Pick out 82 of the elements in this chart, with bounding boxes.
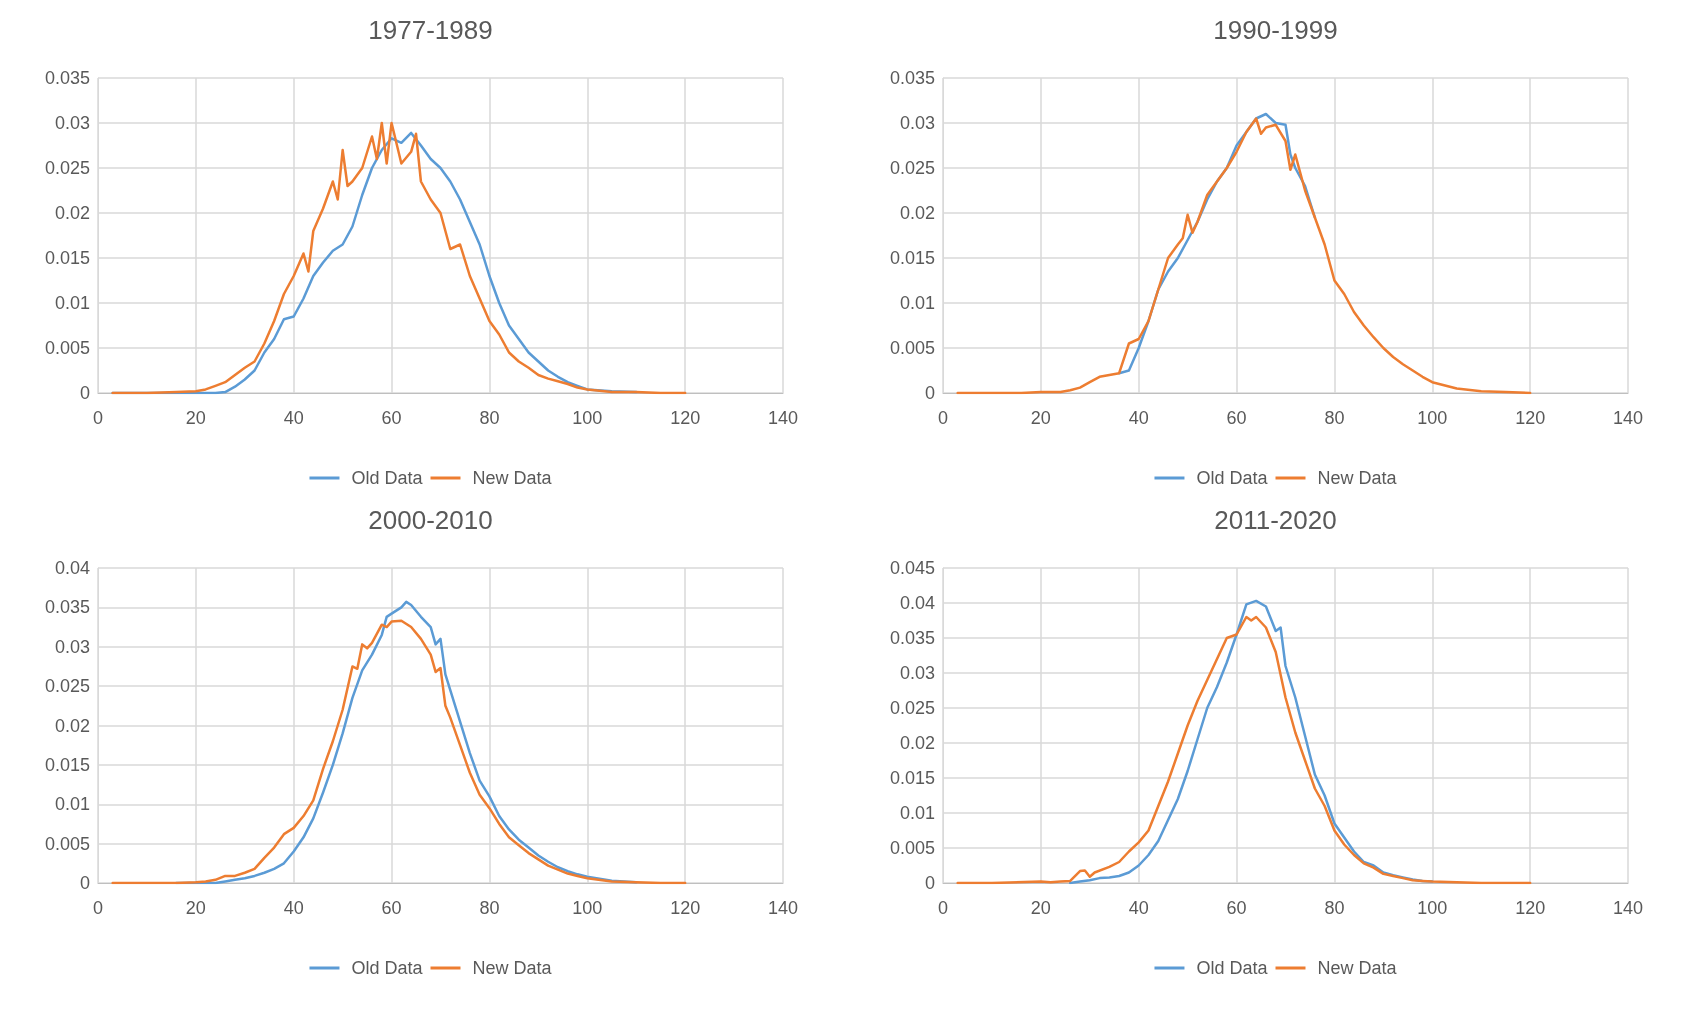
y-tick-label: 0.015 (889, 768, 935, 788)
x-tick-label: 80 (479, 408, 500, 428)
y-tick-label: 0.01 (899, 803, 935, 823)
legend-label: Old Data (351, 958, 424, 978)
y-tick-label: 0 (924, 873, 935, 893)
line-series (956, 615, 1532, 885)
x-tick-label: 0 (937, 898, 949, 918)
x-tick-label: 40 (1128, 898, 1149, 918)
chart-title: 2000-2010 (368, 505, 493, 535)
x-tick-label: 120 (1515, 898, 1546, 918)
y-tick-label: 0.015 (889, 248, 935, 268)
x-tick-label: 0 (937, 408, 949, 428)
chart-title: 1990-1999 (1213, 15, 1338, 45)
y-tick-label: 0.025 (44, 676, 90, 697)
y-tick-label: 0.005 (889, 838, 935, 858)
y-tick-label: 0.035 (44, 68, 90, 88)
x-tick-label: 20 (185, 408, 206, 428)
x-tick-label: 40 (1128, 408, 1149, 428)
y-tick-label: 0.005 (44, 338, 90, 358)
y-tick-label: 0 (79, 383, 90, 403)
x-tick-label: 120 (670, 408, 701, 428)
x-tick-label: 40 (283, 898, 304, 918)
x-tick-label: 140 (1612, 898, 1644, 918)
line-series (956, 117, 1532, 395)
y-tick-label: 0.02 (899, 733, 935, 753)
x-tick-label: 60 (381, 408, 402, 428)
x-tick-label: 100 (1417, 408, 1448, 428)
y-tick-label: 0 (924, 383, 935, 403)
line-series (111, 619, 687, 885)
x-tick-label: 20 (1030, 898, 1051, 918)
legend-label: Old Data (1196, 958, 1269, 978)
x-tick-label: 60 (1226, 408, 1247, 428)
x-tick-label: 0 (92, 408, 104, 428)
y-tick-label: 0.02 (54, 715, 90, 736)
y-tick-label: 0.01 (54, 794, 90, 815)
legend-label: Old Data (351, 468, 424, 488)
y-tick-label: 0.015 (44, 248, 90, 268)
x-tick-label: 140 (767, 898, 799, 918)
y-tick-label: 0.03 (899, 663, 935, 683)
legend-label: New Data (1317, 958, 1398, 978)
x-tick-label: 120 (1515, 408, 1546, 428)
chart-title: 2011-2020 (1214, 505, 1337, 535)
y-tick-label: 0.03 (54, 636, 90, 657)
x-tick-label: 20 (185, 898, 206, 918)
y-tick-label: 0.01 (54, 293, 90, 313)
y-tick-label: 0.02 (899, 203, 935, 223)
chart-title: 1977-1989 (368, 15, 493, 45)
y-tick-label: 0.04 (899, 593, 935, 613)
x-tick-label: 60 (381, 898, 402, 918)
x-tick-label: 20 (1030, 408, 1051, 428)
y-tick-label: 0.005 (44, 833, 90, 854)
x-tick-label: 0 (92, 898, 104, 918)
legend-label: New Data (472, 958, 553, 978)
y-tick-label: 0.025 (889, 158, 935, 178)
legend-label: New Data (472, 468, 553, 488)
y-tick-label: 0.045 (889, 558, 935, 578)
y-tick-label: 0.03 (54, 113, 90, 133)
x-tick-label: 80 (1324, 408, 1345, 428)
legend-label: New Data (1317, 468, 1398, 488)
y-tick-label: 0.03 (899, 113, 935, 133)
x-tick-label: 100 (572, 898, 603, 918)
x-tick-label: 140 (1612, 408, 1644, 428)
y-tick-label: 0.035 (889, 628, 935, 648)
x-tick-label: 40 (283, 408, 304, 428)
y-tick-label: 0 (79, 873, 90, 893)
y-tick-label: 0.02 (54, 203, 90, 223)
y-tick-label: 0.035 (44, 597, 90, 618)
x-tick-label: 80 (1324, 898, 1345, 918)
y-tick-label: 0.04 (54, 558, 90, 578)
x-tick-label: 100 (1417, 898, 1448, 918)
x-tick-label: 60 (1226, 898, 1247, 918)
y-tick-label: 0.005 (889, 338, 935, 358)
x-tick-label: 80 (479, 898, 500, 918)
legend-label: Old Data (1196, 468, 1269, 488)
y-tick-label: 0.01 (899, 293, 935, 313)
y-tick-label: 0.035 (889, 68, 935, 88)
x-tick-label: 140 (767, 408, 799, 428)
x-tick-label: 100 (572, 408, 603, 428)
y-tick-label: 0.025 (44, 158, 90, 178)
y-tick-label: 0.015 (44, 754, 90, 775)
x-tick-label: 120 (670, 898, 701, 918)
y-tick-label: 0.025 (889, 698, 935, 718)
